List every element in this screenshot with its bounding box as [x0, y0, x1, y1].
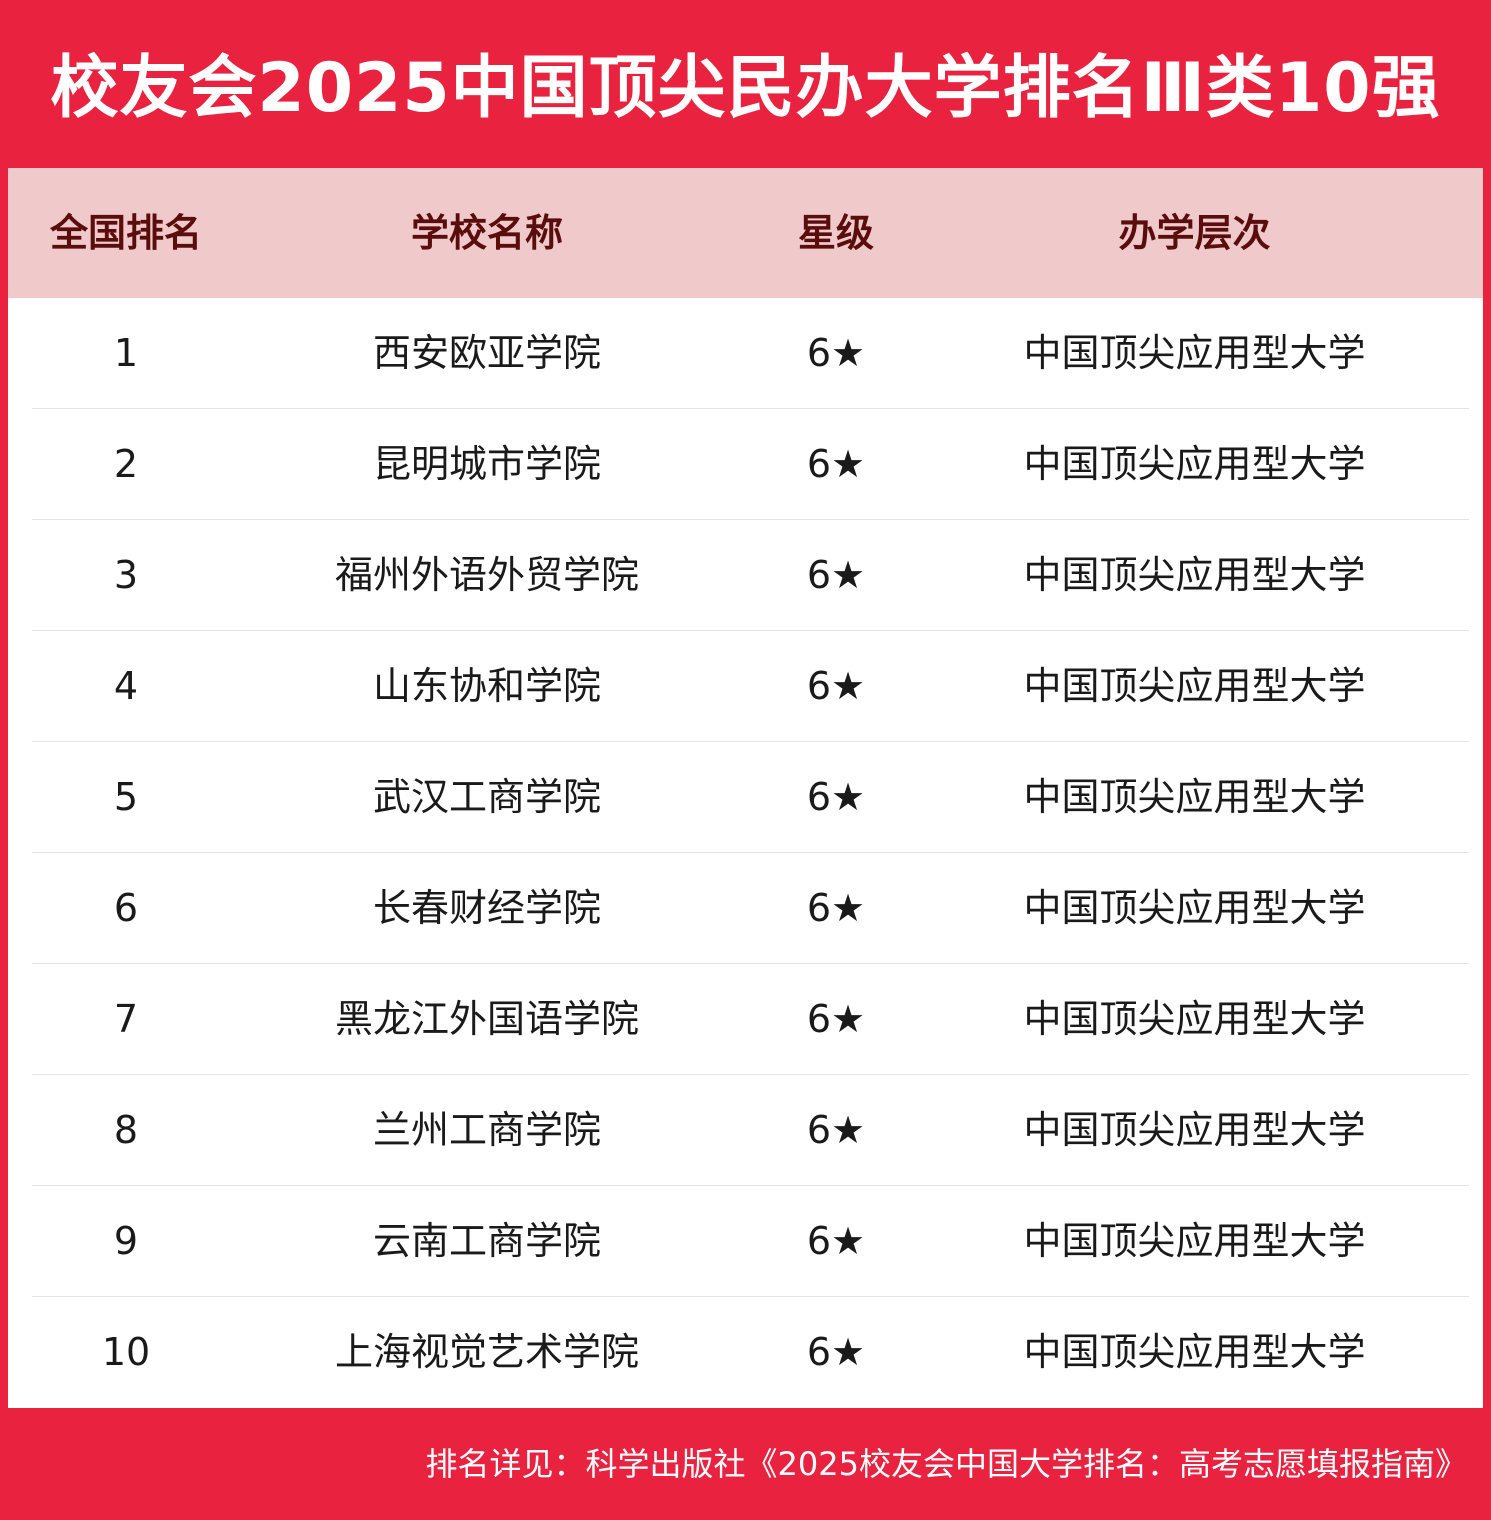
header-rank: 全国排名 [49, 211, 202, 255]
source-note: 排名详见：科学出版社《2025校友会中国大学排名：高考志愿填报指南》 [425, 1445, 1467, 1483]
cell-school-name: 山东协和学院 [372, 664, 601, 708]
cell-star-level: 6★ [806, 886, 866, 930]
cell-rank: 3 [113, 553, 139, 597]
table-row: 1 西安欧亚学院 6★ 中国顶尖应用型大学 [8, 298, 1483, 409]
cell-school-name: 长春财经学院 [372, 886, 601, 930]
cell-rank: 8 [113, 1108, 139, 1152]
row-divider [32, 1296, 1469, 1297]
table-row: 9 云南工商学院 6★ 中国顶尖应用型大学 [8, 1186, 1483, 1297]
cell-star-level: 6★ [806, 1108, 866, 1152]
cell-school-name: 云南工商学院 [372, 1219, 601, 1263]
table-row: 4 山东协和学院 6★ 中国顶尖应用型大学 [8, 631, 1483, 742]
cell-school-name: 福州外语外贸学院 [334, 553, 639, 597]
cell-rank: 6 [113, 886, 139, 930]
table-row: 10 上海视觉艺术学院 6★ 中国顶尖应用型大学 [8, 1297, 1483, 1408]
cell-school-level: 中国顶尖应用型大学 [1023, 886, 1366, 930]
cell-school-level: 中国顶尖应用型大学 [1023, 1330, 1366, 1374]
cell-star-level: 6★ [806, 997, 866, 1041]
table-row: 8 兰州工商学院 6★ 中国顶尖应用型大学 [8, 1075, 1483, 1186]
footer-bar: 排名详见：科学出版社《2025校友会中国大学排名：高考志愿填报指南》 [0, 1408, 1491, 1520]
cell-school-level: 中国顶尖应用型大学 [1023, 1219, 1366, 1263]
cell-school-name: 武汉工商学院 [372, 775, 601, 819]
cell-star-level: 6★ [806, 331, 866, 375]
cell-rank: 10 [101, 1330, 151, 1374]
cell-rank: 7 [113, 997, 139, 1041]
table-body: 1 西安欧亚学院 6★ 中国顶尖应用型大学 2 昆明城市学院 6★ 中国顶尖应用… [8, 298, 1483, 1408]
row-divider [32, 1185, 1469, 1186]
cell-star-level: 6★ [806, 1219, 866, 1263]
cell-school-level: 中国顶尖应用型大学 [1023, 553, 1366, 597]
cell-school-level: 中国顶尖应用型大学 [1023, 997, 1366, 1041]
table-row: 3 福州外语外贸学院 6★ 中国顶尖应用型大学 [8, 520, 1483, 631]
page-title: 校友会2025中国顶尖民办大学排名Ⅲ类10强 [50, 48, 1441, 128]
row-divider [32, 1074, 1469, 1075]
cell-school-level: 中国顶尖应用型大学 [1023, 331, 1366, 375]
cell-school-name: 兰州工商学院 [372, 1108, 601, 1152]
cell-star-level: 6★ [806, 664, 866, 708]
row-divider [32, 408, 1469, 409]
cell-school-name: 上海视觉艺术学院 [334, 1330, 639, 1374]
cell-school-level: 中国顶尖应用型大学 [1023, 442, 1366, 486]
cell-rank: 5 [113, 775, 139, 819]
table-row: 5 武汉工商学院 6★ 中国顶尖应用型大学 [8, 742, 1483, 853]
cell-star-level: 6★ [806, 775, 866, 819]
row-divider [32, 963, 1469, 964]
row-divider [32, 519, 1469, 520]
cell-star-level: 6★ [806, 553, 866, 597]
cell-star-level: 6★ [806, 1330, 866, 1374]
cell-school-level: 中国顶尖应用型大学 [1023, 664, 1366, 708]
cell-star-level: 6★ [806, 442, 866, 486]
cell-rank: 1 [113, 331, 139, 375]
table-row: 6 长春财经学院 6★ 中国顶尖应用型大学 [8, 853, 1483, 964]
title-bar: 校友会2025中国顶尖民办大学排名Ⅲ类10强 [0, 0, 1491, 168]
cell-school-level: 中国顶尖应用型大学 [1023, 1108, 1366, 1152]
cell-rank: 4 [113, 664, 139, 708]
row-divider [32, 630, 1469, 631]
cell-school-name: 昆明城市学院 [372, 442, 601, 486]
table-row: 2 昆明城市学院 6★ 中国顶尖应用型大学 [8, 409, 1483, 520]
header-star-level: 星级 [797, 211, 874, 255]
row-divider [32, 741, 1469, 742]
header-school-level: 办学层次 [1118, 211, 1271, 255]
table-row: 7 黑龙江外国语学院 6★ 中国顶尖应用型大学 [8, 964, 1483, 1075]
cell-rank: 9 [113, 1219, 139, 1263]
cell-rank: 2 [113, 442, 139, 486]
table-header: 全国排名 学校名称 星级 办学层次 [8, 168, 1483, 298]
cell-school-level: 中国顶尖应用型大学 [1023, 775, 1366, 819]
cell-school-name: 黑龙江外国语学院 [334, 997, 639, 1041]
cell-school-name: 西安欧亚学院 [372, 331, 601, 375]
row-divider [32, 852, 1469, 853]
header-school-name: 学校名称 [410, 211, 563, 255]
ranking-table: 全国排名 学校名称 星级 办学层次 1 西安欧亚学院 6★ 中国顶尖应用型大学 … [8, 168, 1483, 1408]
